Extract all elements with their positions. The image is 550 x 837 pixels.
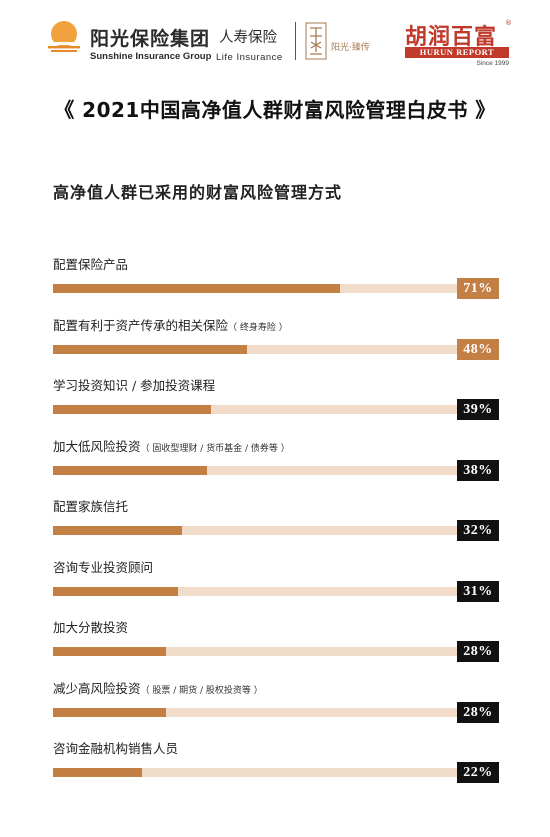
bar-item: 学习投资知识 / 参加投资课程 39% (0, 375, 550, 435)
category-text: 配置家族信托 (53, 499, 129, 514)
category-text: 减少高风险投资 (53, 680, 141, 696)
bar-item: 减少高风险投资（ 股票 / 期货 / 股权投资等 ） 28% (0, 678, 550, 738)
bar (53, 526, 183, 535)
bar-track (53, 526, 457, 535)
bar-category-label: 咨询专业投资顾问 (53, 557, 153, 576)
header-divider (295, 22, 296, 60)
bar-category-label: 减少高风险投资（ 股票 / 期货 / 股权投资等 ） (53, 678, 263, 697)
value-label: 48% (457, 338, 499, 360)
value-label: 22% (457, 762, 499, 783)
category-text: 配置保险产品 (53, 257, 129, 272)
category-note: （ 固收型理财 / 货币基金 / 债券等 ） (140, 443, 290, 454)
chart-title: 高净值人群已采用的财富风险管理方式 (53, 183, 343, 202)
bar-track (53, 405, 457, 414)
value-label: 32% (457, 520, 499, 541)
value-label: 39% (457, 399, 499, 420)
report-title: 《 2021中国高净值人群财富风险管理白皮书 》 (54, 98, 496, 122)
bar (53, 768, 142, 777)
category-note: （ 终身寿险 ） (228, 322, 288, 333)
bar-category-label: 配置保险产品 (53, 254, 128, 273)
sunshine-logo-icon (48, 21, 80, 52)
bar-item: 加大低风险投资（ 固收型理财 / 货币基金 / 债券等 ） 38% (0, 436, 550, 496)
bar-track (53, 586, 457, 596)
bar-category-label: 学习投资知识 / 参加投资课程 (53, 375, 215, 394)
bar-item: 咨询专业投资顾问 31% (0, 557, 550, 617)
bar-category-label: 配置有利于资产传承的相关保险（ 终身寿险 ） (53, 315, 288, 334)
bar (53, 344, 247, 354)
bar-track (53, 344, 457, 354)
category-text: 加大分散投资 (53, 620, 129, 635)
category-text: 咨询金融机构销售人员 (53, 741, 179, 756)
category-text: 学习投资知识 / 参加投资课程 (53, 378, 216, 393)
header: 阳光保险集团 Sunshine Insurance Group 人寿保险 Lif… (0, 0, 550, 80)
bar (53, 586, 179, 596)
category-text: 加大低风险投资 (53, 438, 141, 454)
value-label: 31% (457, 580, 499, 602)
bar-item: 配置有利于资产传承的相关保险（ 终身寿险 ） 48% (0, 315, 550, 375)
category-text: 咨询专业投资顾问 (53, 559, 154, 575)
brand-name-cn: 阳光保险集团 (90, 28, 211, 50)
bar-track (53, 284, 457, 293)
bar-category-label: 加大低风险投资（ 固收型理财 / 货币基金 / 债券等 ） (53, 436, 290, 455)
bar-track (53, 465, 457, 475)
seal-caption: 阳光·臻传 (331, 43, 370, 53)
hurun-logo-text: 胡润百富 (405, 24, 498, 50)
bar (53, 284, 340, 293)
brand-name-en: Sunshine Insurance Group (90, 51, 212, 62)
value-label: 28% (457, 641, 499, 662)
bar-item: 加大分散投资 28% (0, 617, 550, 677)
bar-item: 配置保险产品 71% (0, 254, 550, 314)
value-label: 38% (457, 459, 499, 481)
category-text: 配置有利于资产传承的相关保险 (53, 317, 229, 333)
bar-track (53, 768, 457, 777)
bar-category-label: 配置家族信托 (53, 496, 128, 515)
value-label: 71% (457, 278, 499, 299)
hurun-since: Since 1999 (476, 60, 509, 67)
bar-category-label: 加大分散投资 (53, 617, 128, 636)
bar (53, 707, 167, 717)
life-insurance-en: Life Insurance (216, 52, 283, 63)
bar-category-label: 咨询金融机构销售人员 (53, 738, 178, 757)
hurun-report-band: HURUN REPORT (405, 47, 509, 58)
life-insurance-cn: 人寿保险 (219, 30, 277, 46)
category-note: （ 股票 / 期货 / 股权投资等 ） (140, 685, 263, 696)
calligraphy-seal-icon (305, 22, 327, 60)
bar-track (53, 707, 457, 717)
bar (53, 405, 211, 414)
bar-track (53, 647, 457, 656)
value-label: 28% (457, 701, 499, 723)
bar (53, 647, 167, 656)
registered-mark: ® (505, 19, 512, 27)
bar (53, 465, 207, 475)
bar-item: 配置家族信托 32% (0, 496, 550, 556)
bar-item: 咨询金融机构销售人员 22% (0, 738, 550, 798)
